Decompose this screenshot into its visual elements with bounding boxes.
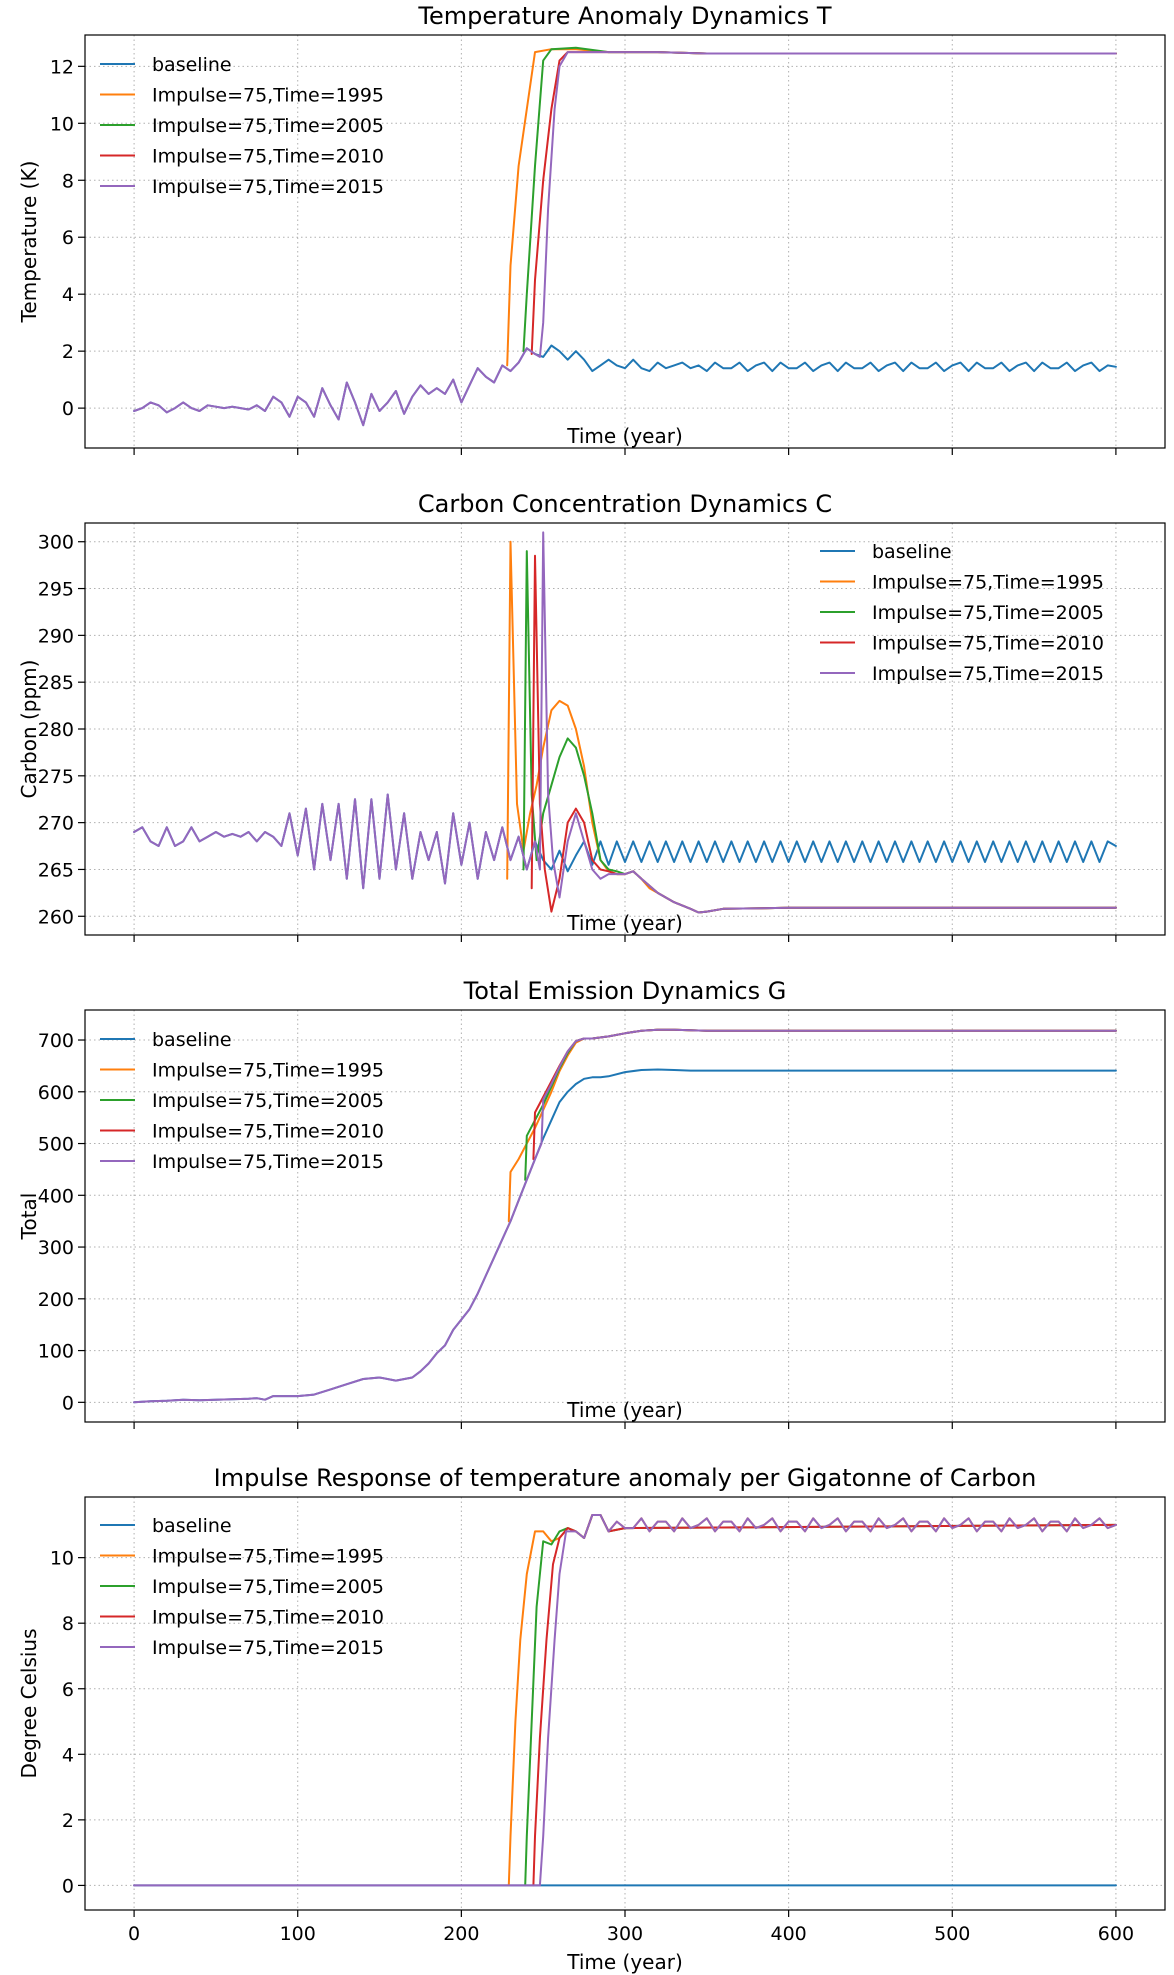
y-tick-label: 2: [62, 341, 74, 363]
series-line-impulse-2: [524, 1514, 1117, 1887]
x-tick-label: 100: [280, 1923, 316, 1945]
series-line-impulse-1: [506, 48, 1117, 367]
chart-panel-3: 0 100 200 300 400 500 600 700 Total Emission Dyn…: [17, 977, 1166, 1429]
series-lines: [133, 46, 1117, 427]
y-tick-label: 10: [50, 1548, 74, 1570]
series-line-impulse-4: [133, 51, 1117, 427]
x-tick-label: 300: [607, 1923, 643, 1945]
y-tick-label: 400: [38, 1185, 74, 1207]
y-tick-label: 12: [50, 56, 74, 78]
y-tick-label: 280: [38, 719, 74, 741]
x-axis-label: Time (year): [566, 424, 683, 448]
y-tick-label: 0: [62, 398, 74, 420]
chart-panel-4: 0 100 200 300 400 500 600 0 2 4 6 8 10 Impulse Respon…: [17, 1464, 1166, 1974]
legend-entry-label: baseline: [152, 1515, 232, 1537]
series-lines: [133, 1028, 1117, 1404]
chart-title: Carbon Concentration Dynamics C: [418, 490, 832, 518]
x-axis-label: Time (year): [566, 1398, 683, 1422]
legend-entry-label: Impulse=75,Time=2010: [152, 1607, 384, 1629]
y-tick-label: 270: [38, 813, 74, 835]
y-tick-label: 285: [38, 672, 74, 694]
y-tick-label: 8: [62, 1613, 74, 1635]
series-lines: [133, 531, 1117, 914]
legend-entry-label: Impulse=75,Time=2005: [152, 115, 384, 137]
grid: [85, 35, 1165, 448]
y-tick-label: 300: [38, 532, 74, 554]
x-tick-label: 0: [128, 1923, 140, 1945]
y-axis-label: Total: [17, 1193, 41, 1241]
legend: baseline Impulse=75,Time=1995 Impulse=75,T…: [100, 1515, 384, 1659]
series-line-impulse-4: [133, 1028, 1117, 1404]
series-line-impulse-4: [133, 1514, 1117, 1887]
legend-entry-label: Impulse=75,Time=1995: [152, 85, 384, 107]
y-tick-label: 275: [38, 766, 74, 788]
y-tick-label: 600: [38, 1082, 74, 1104]
legend-entry-label: baseline: [152, 54, 232, 76]
series-line-impulse-3: [530, 51, 1117, 355]
y-axis-label: Degree Celsius: [17, 1628, 41, 1778]
y-tick-label: 295: [38, 579, 74, 601]
legend: baseline Impulse=75,Time=1995 Impulse=75,T…: [820, 541, 1104, 685]
grid: [85, 1010, 1165, 1422]
legend-entry-label: Impulse=75,Time=1995: [152, 1546, 384, 1568]
legend: baseline Impulse=75,Time=1995 Impulse=75,T…: [100, 54, 384, 198]
chart-title: Impulse Response of temperature anomaly …: [214, 1464, 1037, 1492]
y-tick-label: 8: [62, 170, 74, 192]
y-tick-label: 265: [38, 859, 74, 881]
x-axis-label: Time (year): [566, 911, 683, 935]
x-tick-label: 600: [1098, 1923, 1134, 1945]
legend-entry-label: Impulse=75,Time=2015: [152, 176, 384, 198]
x-tick-label: 400: [771, 1923, 807, 1945]
y-tick-label: 2: [62, 1810, 74, 1832]
legend-entry-label: Impulse=75,Time=2005: [152, 1576, 384, 1598]
y-tick-label: 4: [62, 1744, 74, 1766]
legend-entry-label: Impulse=75,Time=2015: [152, 1151, 384, 1173]
y-tick-label: 700: [38, 1030, 74, 1052]
chart-title: Temperature Anomaly Dynamics T: [417, 2, 832, 30]
legend-entry-label: baseline: [872, 541, 952, 563]
y-tick-label: 260: [38, 906, 74, 928]
y-tick-label: 500: [38, 1134, 74, 1156]
legend-entry-label: Impulse=75,Time=2010: [152, 146, 384, 168]
x-axis-label: Time (year): [566, 1950, 683, 1974]
legend: baseline Impulse=75,Time=1995 Impulse=75,T…: [100, 1029, 384, 1173]
legend-entry-label: Impulse=75,Time=1995: [872, 572, 1104, 594]
series-line-impulse-3: [532, 1514, 1117, 1887]
y-tick-label: 200: [38, 1289, 74, 1311]
y-axis-label: Carbon (ppm): [17, 660, 41, 799]
y-tick-label: 6: [62, 227, 74, 249]
legend-entry-label: Impulse=75,Time=2005: [152, 1090, 384, 1112]
y-tick-label: 4: [62, 284, 74, 306]
series-line-impulse-2: [524, 1028, 1117, 1181]
series-line-impulse-4: [133, 531, 1117, 914]
legend-entry-label: Impulse=75,Time=2010: [872, 633, 1104, 655]
y-tick-label: 100: [38, 1341, 74, 1363]
series-line-impulse-1: [507, 1028, 1117, 1223]
series-line-impulse-1: [507, 1514, 1117, 1887]
y-tick-label: 300: [38, 1237, 74, 1259]
legend-entry-label: Impulse=75,Time=2015: [152, 1637, 384, 1659]
legend-entry-label: baseline: [152, 1029, 232, 1051]
grid: [85, 523, 1165, 935]
y-tick-label: 0: [62, 1875, 74, 1897]
series-line-impulse-2: [522, 46, 1117, 353]
series-lines: [133, 1514, 1117, 1887]
legend-entry-label: Impulse=75,Time=2005: [872, 602, 1104, 624]
chart-panel-1: 0 2 4 6 8 10 12 Temperature Anomaly Dynamics T T…: [17, 2, 1166, 455]
x-tick-label: 200: [443, 1923, 479, 1945]
legend-entry-label: Impulse=75,Time=1995: [152, 1060, 384, 1082]
x-tick-label: 500: [934, 1923, 970, 1945]
chart-panel-2: 260 265 270 275 280 285 290 295 300 Carbon Concen…: [17, 490, 1166, 942]
y-tick-label: 10: [50, 113, 74, 135]
legend-entry-label: Impulse=75,Time=2015: [872, 663, 1104, 685]
y-tick-label: 0: [62, 1392, 74, 1414]
y-axis-label: Temperature (K): [17, 161, 41, 324]
y-tick-label: 6: [62, 1679, 74, 1701]
series-line-impulse-1: [506, 540, 1117, 914]
series-line-impulse-3: [532, 1028, 1117, 1161]
chart-title: Total Emission Dynamics G: [463, 977, 787, 1005]
y-tick-label: 290: [38, 625, 74, 647]
legend-entry-label: Impulse=75,Time=2010: [152, 1121, 384, 1143]
